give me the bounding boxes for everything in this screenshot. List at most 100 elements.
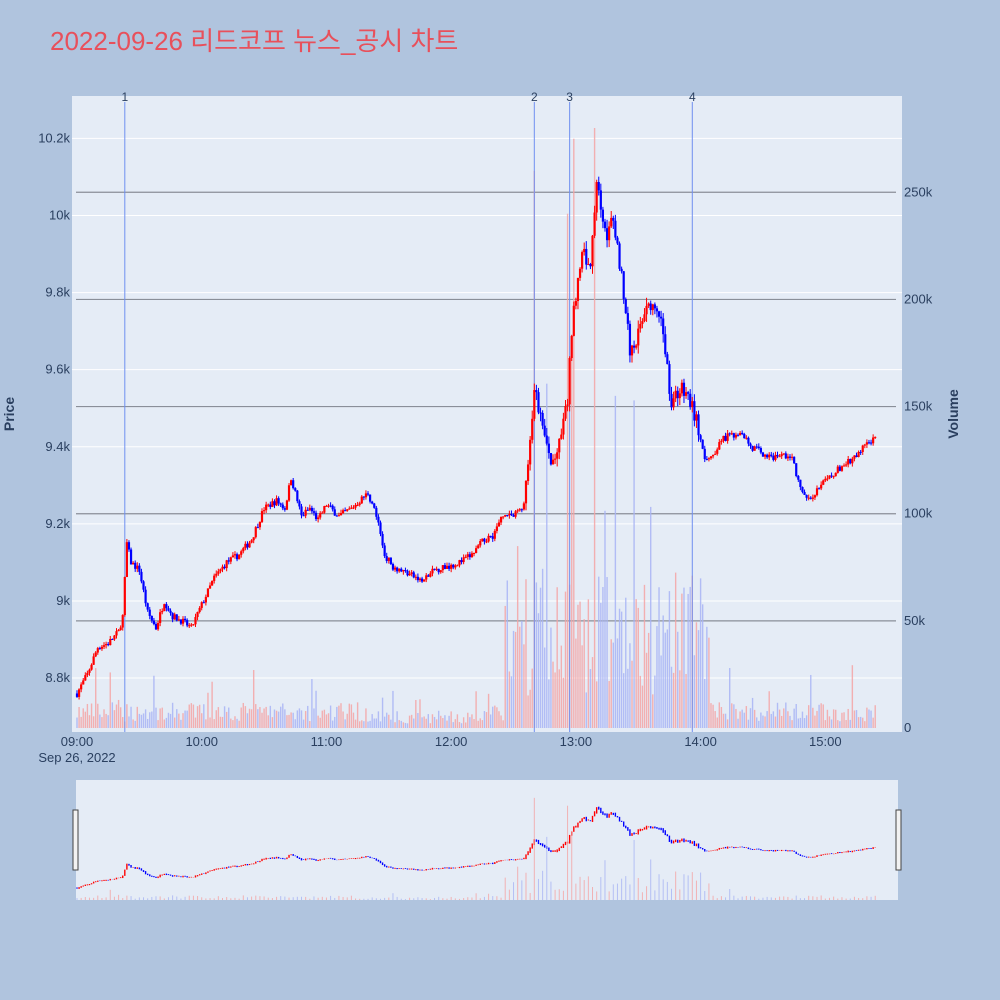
slider-volume-bar <box>629 884 631 900</box>
slider-volume-bar <box>513 882 515 900</box>
volume-bar <box>774 716 777 728</box>
slider-volume-bar <box>554 889 556 900</box>
volume-bar <box>450 711 452 728</box>
volume-bar <box>716 717 718 728</box>
volume-bar <box>213 719 215 728</box>
annotation-label[interactable]: 1 <box>121 90 128 104</box>
volume-bar <box>753 709 756 728</box>
candle-body <box>341 510 345 513</box>
volume-bar <box>394 722 396 728</box>
candle-body <box>547 443 550 454</box>
volume-bar <box>146 718 149 728</box>
price-tick-label: 8.8k <box>45 670 70 685</box>
volume-bar <box>492 706 494 728</box>
candle-body <box>460 560 463 563</box>
range-slider[interactable] <box>76 780 898 900</box>
volume-bar <box>325 714 328 728</box>
candle-body <box>242 548 245 552</box>
slider-volume-bar <box>192 895 194 900</box>
candle-body <box>680 382 683 394</box>
volume-bar <box>689 586 691 728</box>
slider-volume-bar <box>80 897 82 900</box>
candle-body <box>279 503 282 505</box>
candle-body <box>759 448 762 453</box>
volume-bar <box>215 710 217 728</box>
candle-body <box>123 577 126 616</box>
slider-volume-bar <box>862 898 864 900</box>
volume-bar <box>188 704 190 728</box>
slider-volume-bar <box>517 866 519 900</box>
volume-bar <box>791 720 793 728</box>
slider-volume-bar <box>679 889 681 900</box>
volume-bar <box>818 704 820 728</box>
annotation-label[interactable]: 3 <box>566 90 573 104</box>
candle-body <box>560 434 563 439</box>
slider-volume-bar <box>201 897 203 900</box>
slider-volume-bar <box>355 898 357 900</box>
volume-bar <box>184 710 186 728</box>
candle-body <box>171 613 174 620</box>
annotation-label[interactable]: 4 <box>689 90 696 104</box>
volume-bar <box>317 715 319 728</box>
candle-body <box>125 542 128 578</box>
slider-volume-bar <box>217 896 219 900</box>
candle-body <box>743 433 746 439</box>
annotation-label[interactable]: 2 <box>531 90 538 104</box>
candle-body <box>117 629 120 632</box>
slider-volume-bar <box>97 895 99 900</box>
slider-volume-bar <box>820 895 822 900</box>
candle-body <box>522 503 526 510</box>
candle-body <box>169 610 172 614</box>
main-plot-area[interactable] <box>72 96 902 732</box>
volume-bar <box>598 576 600 728</box>
slider-volume-bar <box>113 896 115 900</box>
candle-body <box>285 500 289 510</box>
candle-body <box>533 390 536 419</box>
volume-bar <box>144 709 147 728</box>
candle-body <box>445 565 449 569</box>
volume-bar <box>550 627 552 728</box>
volume-bar <box>363 721 365 728</box>
slider-volume-bar <box>621 878 623 900</box>
volume-bar <box>720 707 723 728</box>
slider-volume-bar <box>488 893 490 900</box>
candle-body <box>383 545 386 557</box>
candle-body <box>788 456 792 458</box>
candle-body <box>308 507 311 511</box>
candle-body <box>389 557 392 564</box>
candle-body <box>699 435 702 440</box>
slider-volume-bar <box>716 898 718 900</box>
candle-body <box>304 509 307 516</box>
volume-bar <box>706 626 708 728</box>
volume-bar <box>627 668 629 728</box>
slider-volume-bar <box>804 898 806 900</box>
slider-volume-bar <box>305 896 307 900</box>
slider-volume-bar <box>205 898 207 900</box>
slider-volume-bar <box>808 895 810 900</box>
slider-volume-bar <box>143 897 145 900</box>
volume-axis-ticks: 0 50k 100k 150k 200k 250k <box>904 184 933 735</box>
slider-volume-bar <box>558 889 560 900</box>
volume-bar <box>660 655 662 728</box>
candle-body <box>477 545 480 549</box>
range-slider-left-handle[interactable] <box>72 809 79 871</box>
volume-bar <box>801 711 804 728</box>
candle-body <box>828 475 831 479</box>
candle-body <box>805 494 808 498</box>
volume-bar <box>417 713 419 728</box>
candle-body <box>682 382 686 396</box>
volume-bar <box>602 587 604 728</box>
candle-body <box>672 398 675 408</box>
candle-body <box>329 505 332 507</box>
candle-body <box>772 455 775 460</box>
chart-title: 2022-09-26 리드코프 뉴스_공시 차트 <box>50 26 458 56</box>
candle-body <box>745 437 748 439</box>
candle-body <box>404 569 407 571</box>
volume-bar <box>398 720 400 728</box>
range-slider-right-handle[interactable] <box>895 809 902 871</box>
volume-bar <box>242 702 244 728</box>
candle-body <box>181 618 185 624</box>
volume-bar <box>473 719 475 728</box>
volume-bar <box>664 632 666 728</box>
candle-body <box>768 454 771 458</box>
